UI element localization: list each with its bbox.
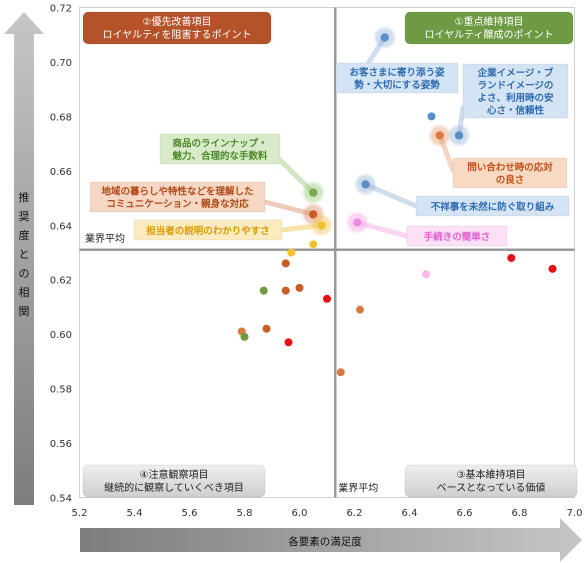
- quadrant-box: [82, 11, 272, 45]
- x-tick-label: 5.6: [182, 508, 198, 519]
- x-axis-arrow: 各要素の満足度: [80, 518, 582, 562]
- data-point: [284, 338, 293, 347]
- callout-box: [415, 195, 570, 217]
- callout-label: の良さ: [496, 174, 525, 186]
- y-tick-label: 0.66: [50, 167, 72, 178]
- quadrant-title: ①重点維持項目: [455, 15, 524, 28]
- quadrant-box: [82, 464, 266, 498]
- callout-label: ランドイメージの: [478, 81, 554, 92]
- callout-box: [406, 225, 508, 247]
- callout-label: 地域の暮らしや特性などを理解した: [102, 186, 254, 198]
- y-axis-title-char: 推: [19, 190, 30, 204]
- x-tick-label: 6.2: [347, 508, 363, 519]
- data-point: [287, 248, 296, 257]
- y-tick-label: 0.64: [50, 221, 72, 232]
- x-tick-label: 5.8: [237, 508, 253, 519]
- data-point: [548, 264, 557, 273]
- quadrant-box: [404, 11, 574, 45]
- callout-label: 担当者の説明のわかりやすさ: [146, 225, 270, 237]
- callout-label: お客さまに寄り添う姿: [349, 67, 445, 79]
- callout-box: [452, 157, 568, 189]
- callout-label: 商品のラインナップ・: [172, 138, 267, 150]
- x-tick-label: 6.0: [292, 508, 308, 519]
- y-tick-label: 0.58: [50, 385, 72, 396]
- data-point: [507, 253, 516, 262]
- avg-line-x-label: 業界平均: [338, 482, 378, 495]
- callout-label: 手続きの簡単さ: [424, 231, 491, 243]
- x-tick-label: 6.6: [457, 508, 473, 519]
- callout-box: [335, 62, 459, 94]
- x-tick-label: 5.4: [127, 508, 143, 519]
- callout-label: 心さ・信頼性: [487, 105, 545, 117]
- y-tick-label: 0.62: [50, 276, 72, 287]
- points-layer: [237, 112, 557, 377]
- data-point: [262, 324, 271, 333]
- data-point: [309, 240, 318, 249]
- y-tick-label: 0.60: [50, 330, 72, 341]
- callout-label: よさ、利用時の安: [477, 92, 554, 104]
- labeled-point: [317, 221, 326, 230]
- y-tick-label: 0.70: [50, 58, 72, 69]
- data-point: [281, 259, 290, 268]
- axis-ticks: 0.54 0.56 0.58 0.60 0.62 0.64 0.66 0.68 0.70 0.72…: [50, 4, 583, 520]
- data-point: [240, 332, 249, 341]
- labeled-point: [353, 218, 362, 227]
- y-tick-label: 0.56: [50, 439, 72, 450]
- data-point: [336, 368, 345, 377]
- quadrant-title: ③基本維持項目: [457, 468, 526, 481]
- callout-label: コミュニケーション・親身な対応: [106, 198, 249, 210]
- callout-label: 魅力、合理的な手数料: [172, 150, 268, 162]
- quadrant-title: ④注意観察項目: [140, 468, 209, 481]
- callout-label: 不祥事を未然に防ぐ取り組み: [431, 201, 555, 213]
- y-axis-title-char: 相: [19, 286, 30, 299]
- data-point: [356, 305, 364, 314]
- labeled-point: [309, 188, 318, 197]
- y-axis-title-char: 関: [19, 305, 30, 318]
- quadrant-box: [404, 464, 578, 498]
- quadrant-subtitle: ロイヤルティを阻害するポイント: [102, 28, 251, 41]
- data-point: [422, 270, 430, 279]
- callout-box: [89, 181, 266, 213]
- y-tick-label: 0.68: [50, 112, 72, 123]
- data-point: [259, 286, 268, 295]
- data-point: [427, 112, 436, 121]
- y-axis-title-char: 奨: [19, 209, 30, 223]
- labeled-point: [435, 131, 444, 140]
- y-axis-title-char: 度: [19, 228, 30, 242]
- quadrant-subtitle: ロイヤルティ醸成のポイント: [424, 29, 553, 41]
- callout-label: 勢・大切にする姿勢: [354, 79, 440, 91]
- labeled-point: [454, 131, 464, 140]
- avg-line-y-label: 業界平均: [85, 232, 125, 245]
- x-tick-label: 5.2: [72, 508, 88, 519]
- y-axis-arrow: 推奨度との相関: [4, 12, 44, 505]
- x-tick-label: 6.8: [512, 508, 528, 519]
- y-tick-label: 0.72: [50, 4, 72, 15]
- callout-box: [462, 63, 569, 119]
- y-axis-title-char: の: [19, 267, 30, 280]
- y-axis-title-char: と: [19, 248, 30, 261]
- quadrant-title: ②優先改善項目: [143, 15, 212, 28]
- plot-area: [79, 7, 575, 498]
- x-tick-label: 7.0: [567, 508, 583, 519]
- y-axis-title: 推奨度との相関: [19, 190, 30, 318]
- callout-label: 問い合わせ時の応対: [467, 162, 553, 174]
- x-tick-label: 6.4: [402, 508, 418, 519]
- x-axis-title: 各要素の満足度: [288, 535, 362, 548]
- quadrant-subtitle: 継続的に観察していくべき項目: [104, 481, 244, 494]
- data-point: [323, 294, 331, 303]
- labeled-point: [309, 210, 318, 219]
- callout-box: [159, 133, 281, 165]
- callout-box: [133, 219, 283, 241]
- callout-label: 企業イメージ・ブ: [477, 67, 554, 79]
- y-tick-label: 0.54: [50, 494, 72, 505]
- data-point: [281, 286, 290, 295]
- labeled-point: [380, 33, 389, 42]
- labeled-point: [361, 180, 370, 189]
- data-point: [295, 283, 304, 292]
- quadrant-subtitle: ベースとなっている価値: [437, 481, 546, 494]
